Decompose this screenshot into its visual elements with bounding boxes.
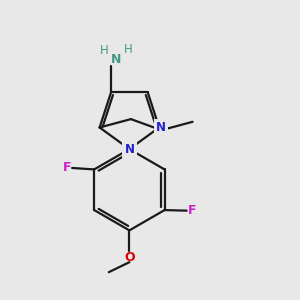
Text: F: F xyxy=(63,161,71,175)
Text: N: N xyxy=(156,121,166,134)
Text: N: N xyxy=(111,53,122,66)
Text: N: N xyxy=(124,142,134,156)
Text: H: H xyxy=(100,44,109,57)
Text: O: O xyxy=(124,251,135,264)
Text: F: F xyxy=(188,204,196,217)
Text: H: H xyxy=(124,43,132,56)
